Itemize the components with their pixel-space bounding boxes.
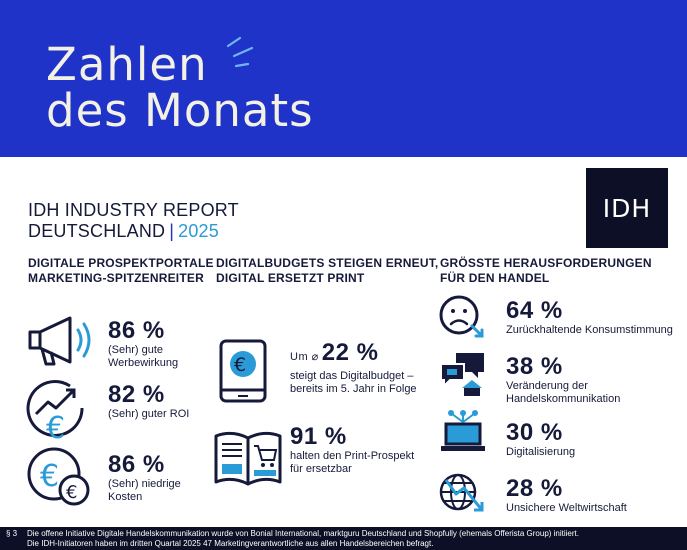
report-year: 2025 xyxy=(178,221,219,241)
idh-logo: IDH xyxy=(586,168,668,248)
svg-text:€: € xyxy=(234,354,246,376)
stat-handelskommunikation: 38 % Veränderung der Handelskommunikatio… xyxy=(506,353,621,406)
chat-store-icon xyxy=(440,353,484,396)
euro-growth-icon: € xyxy=(26,379,84,440)
stat-digitalbudget: Um ⌀ 22 % steigt das Digitalbudget – bere… xyxy=(290,339,417,396)
banner-title: Zahlen des Monats xyxy=(46,42,314,134)
report-separator: | xyxy=(169,221,175,241)
stat-werbewirkung: 86 % (Sehr) gute Werbewirkung xyxy=(108,317,179,370)
idh-logo-text: IDH xyxy=(602,193,652,223)
tablet-euro-icon: € xyxy=(219,339,267,403)
stat-print-prospekt: 91 % halten den Print-Prospekt für erset… xyxy=(290,423,415,476)
stat-konsumstimmung: 64 % Zurückhaltende Konsumstimmung xyxy=(506,297,673,337)
stat-weltwirtschaft: 28 % Unsichere Weltwirtschaft xyxy=(506,475,627,515)
stat-roi: 82 % (Sehr) guter ROI xyxy=(108,381,190,421)
svg-text:€: € xyxy=(46,411,65,440)
stat-digitalisierung: 30 % Digitalisierung xyxy=(506,419,576,459)
banner-title-line2: des Monats xyxy=(46,84,314,137)
megaphone-icon xyxy=(28,316,91,366)
svg-text:€: € xyxy=(40,459,59,494)
report-title-line2: DEUTSCHLAND xyxy=(28,221,166,241)
header-banner: Zahlen des Monats xyxy=(0,0,687,157)
column-2-heading: DIGITALBUDGETS STEIGEN ERNEUT, DIGITAL E… xyxy=(216,256,439,285)
banner-title-line1: Zahlen xyxy=(46,38,208,91)
svg-text:€: € xyxy=(66,482,77,503)
stat-kosten: 86 % (Sehr) niedrige Kosten xyxy=(108,451,181,504)
footer-marker: § 3 xyxy=(6,529,18,538)
euro-coins-icon: € € xyxy=(27,447,90,506)
footer: § 3 Die offene Initiative Digitale Hande… xyxy=(0,527,687,550)
sad-face-down-icon xyxy=(439,295,484,338)
footer-line2: Die IDH-Initiatoren haben im dritten Qua… xyxy=(27,539,434,548)
brochure-icon xyxy=(214,431,282,486)
column-1-heading: DIGITALE PROSPEKTPORTALE MARKETING-SPITZ… xyxy=(28,256,214,285)
column-3-heading: GRÖSSTE HERAUSFORDERUNGEN FÜR DEN HANDEL xyxy=(440,256,652,285)
laptop-network-icon xyxy=(441,410,485,451)
stat-digitalbudget-prefix: Um ⌀ xyxy=(290,351,319,363)
report-title-line1: IDH INDUSTRY REPORT xyxy=(28,200,239,220)
report-title: IDH INDUSTRY REPORT DEUTSCHLAND | 2025 xyxy=(28,200,239,242)
sparkle-icon xyxy=(226,36,254,68)
footer-line1: Die offene Initiative Digitale Handelsko… xyxy=(27,529,579,538)
globe-trend-icon xyxy=(439,473,484,512)
